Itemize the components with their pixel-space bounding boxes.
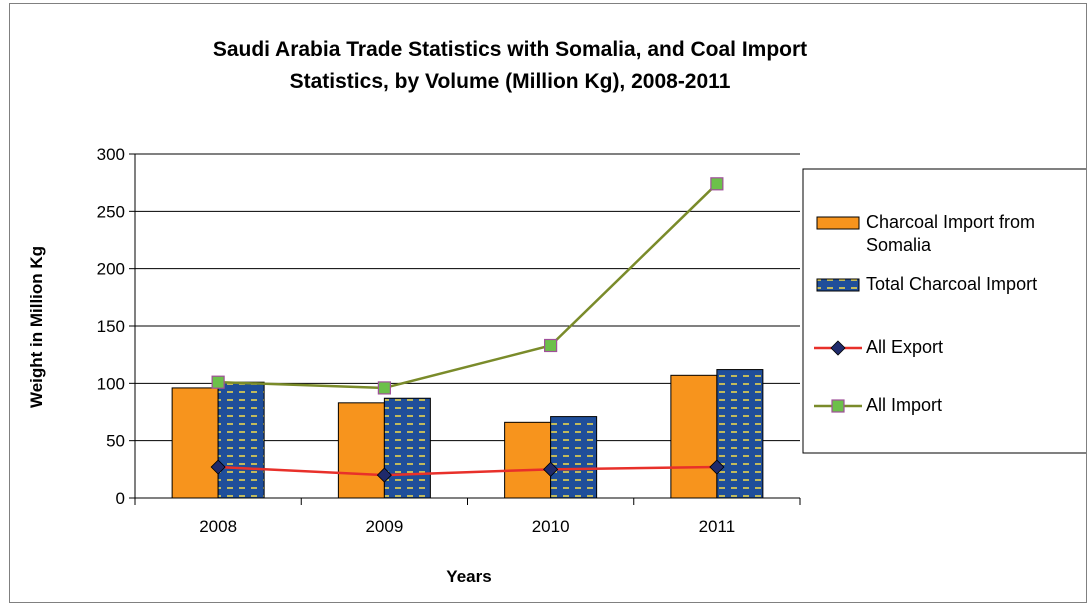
line-all-export xyxy=(218,465,717,477)
marker-square xyxy=(377,381,391,395)
legend-swatch xyxy=(816,278,860,292)
chart-frame: Saudi Arabia Trade Statistics with Somal… xyxy=(9,3,1087,603)
series-lines xyxy=(210,177,725,483)
marker-diamond xyxy=(210,459,226,475)
marker-square xyxy=(710,177,724,191)
bar-total-charcoal xyxy=(383,397,431,499)
marker-square xyxy=(544,338,558,353)
x-axis-label: Years xyxy=(446,567,491,586)
y-tick-label: 0 xyxy=(116,489,125,508)
y-tick-label: 50 xyxy=(106,432,125,451)
legend: Charcoal Import from Somalia Total Charcoa… xyxy=(802,168,1086,454)
x-tick-label: 2010 xyxy=(532,517,570,536)
bar-total-charcoal xyxy=(217,381,265,499)
legend-swatch xyxy=(816,216,860,230)
y-tick-label: 300 xyxy=(97,145,125,164)
bar-charcoal-somalia xyxy=(504,421,552,499)
x-tick-label: 2011 xyxy=(699,517,736,536)
legend-label: Somalia xyxy=(866,235,932,255)
x-axis-ticks: 2008 2009 2010 2011 xyxy=(134,498,801,536)
x-tick-label: 2009 xyxy=(365,517,403,536)
line-all-import xyxy=(218,182,718,390)
y-tick-label: 250 xyxy=(97,202,125,221)
legend-label: All Import xyxy=(866,395,942,415)
chart: Saudi Arabia Trade Statistics with Somal… xyxy=(27,38,1086,586)
marker-square xyxy=(211,375,225,389)
legend-label: Total Charcoal Import xyxy=(866,274,1037,294)
y-axis-label: Weight in Million Kg xyxy=(27,246,46,408)
y-tick-label: 150 xyxy=(97,317,125,336)
bar-total-charcoal xyxy=(716,369,764,499)
marker-diamond xyxy=(543,461,559,477)
chart-title: Saudi Arabia Trade Statistics with Somal… xyxy=(213,38,807,93)
bar-charcoal-somalia xyxy=(670,374,718,499)
y-tick-label: 200 xyxy=(97,260,125,279)
legend-marker-square xyxy=(831,399,845,413)
legend-marker-diamond xyxy=(830,340,846,356)
bars xyxy=(171,369,764,499)
legend-label: Charcoal Import from xyxy=(866,212,1035,232)
marker-diamond xyxy=(376,467,392,483)
bar-charcoal-somalia xyxy=(337,402,385,499)
chart-title-line-1: Saudi Arabia Trade Statistics with Somal… xyxy=(213,38,807,61)
marker-diamond xyxy=(709,459,725,475)
x-tick-label: 2008 xyxy=(199,517,237,536)
bar-charcoal-somalia xyxy=(171,387,219,499)
y-axis-ticks: 0 50 100 150 200 250 300 xyxy=(97,145,135,508)
y-tick-label: 100 xyxy=(97,374,125,393)
chart-title-line-2: Statistics, by Volume (Million Kg), 2008… xyxy=(290,70,731,93)
legend-label: All Export xyxy=(866,337,943,357)
bar-total-charcoal xyxy=(550,416,598,499)
